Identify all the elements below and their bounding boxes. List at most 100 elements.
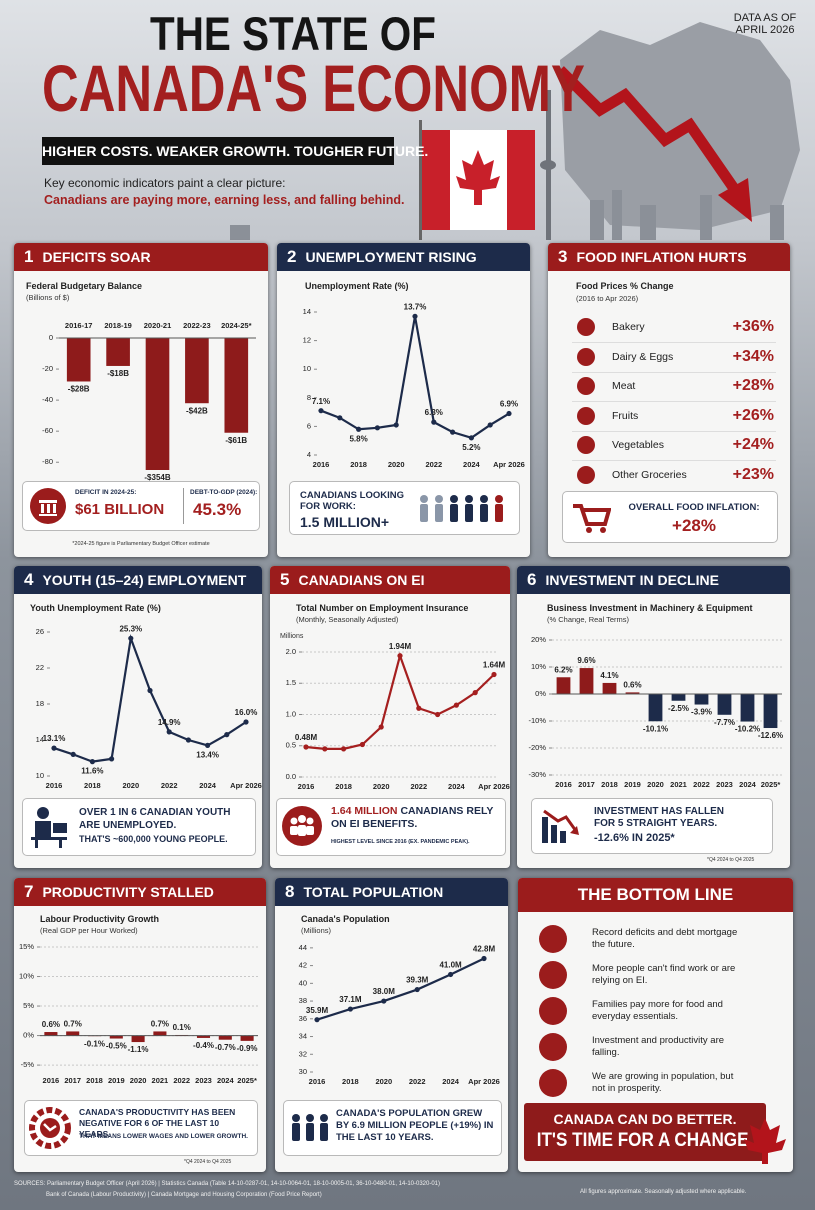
x-tick-label: 2016 <box>555 780 572 789</box>
item-change: +36% <box>732 318 774 335</box>
point <box>147 687 153 694</box>
panel-number: 4 <box>24 570 34 589</box>
bar <box>579 668 594 694</box>
y-tick-label: 44 <box>299 943 307 952</box>
icon <box>539 1069 567 1097</box>
point <box>412 313 418 319</box>
sources: Bank of Canada (Labour Productivity) | C… <box>46 1192 322 1198</box>
bar <box>694 694 709 705</box>
sources: SOURCES: Parliamentary Budget Officer (A… <box>14 1181 441 1187</box>
y-tick-label: 34 <box>299 1032 307 1041</box>
stat-highlight: 1.64 MILLION <box>331 805 398 817</box>
y-tick-label: -30% <box>528 770 546 779</box>
y-tick-label: 30 <box>299 1067 307 1076</box>
tagline: HIGHER COSTS. WEAKER GROWTH. TOUGHER FUT… <box>42 137 428 165</box>
y-tick-label: 42 <box>299 961 307 970</box>
value-label: -0.1% <box>84 1039 105 1048</box>
stat-label: OVERALL FOOD INFLATION: <box>628 502 760 513</box>
y-tick-label: 8 <box>307 393 311 402</box>
bar <box>218 1035 232 1040</box>
item-icon <box>539 997 567 1025</box>
x-tick-label: 2018 <box>335 782 352 791</box>
divider <box>572 430 776 432</box>
stat-box: OVER 1 IN 6 CANADIAN YOUTH ARE UNEMPLOYE… <box>22 798 256 856</box>
date: APRIL 2026 <box>735 24 795 36</box>
x-tick-label: 2017 <box>64 1076 81 1085</box>
bar <box>763 694 778 729</box>
chart-subtitle: (Real GDP per Hour Worked) <box>40 926 138 935</box>
y-tick-label: 5% <box>23 1001 34 1010</box>
value-label: -10.1% <box>643 724 668 733</box>
title-line-2: CANADA'S ECONOMY <box>42 51 585 125</box>
stat-box: INVESTMENT HAS FALLEN FOR 5 STRAIGHT YEA… <box>531 798 773 854</box>
x-tick-label: 2024-25* <box>221 321 252 330</box>
bar <box>625 692 640 694</box>
y-tick-label: 26 <box>36 627 44 636</box>
panel-title: TOTAL POPULATION <box>303 884 444 900</box>
chart-subtitle: (Billions of $) <box>26 293 70 302</box>
list-title: Food Prices % Change <box>576 281 674 291</box>
y-tick-label: 4 <box>307 450 311 459</box>
value-label: -0.4% <box>193 1041 214 1050</box>
item-change: +28% <box>732 377 774 394</box>
x-tick-label: 2024 <box>739 780 757 789</box>
point <box>314 1017 320 1023</box>
point <box>450 429 456 435</box>
item-change: +34% <box>732 347 774 365</box>
point <box>393 422 399 428</box>
item-name: Bakery <box>612 321 645 333</box>
x-tick-label: 2018 <box>601 780 618 789</box>
panel: 6 INVESTMENT IN DECLINE Business Investme… <box>517 566 790 868</box>
y-tick-label: 32 <box>299 1049 307 1058</box>
x-tick-label: 2020 <box>375 1077 392 1086</box>
value-label: 0.1% <box>173 1023 191 1032</box>
bar <box>66 1031 80 1036</box>
y-tick-label: -20 <box>42 364 53 373</box>
point <box>51 745 57 751</box>
stat-highlight: -12.6% IN 2025* <box>594 832 675 844</box>
value-label: 9.6% <box>577 656 595 665</box>
point <box>453 702 459 708</box>
value-label: 16.0% <box>235 708 258 717</box>
panel-header: 2 UNEMPLOYMENT RISING <box>277 243 530 271</box>
x-tick-label: 2016 <box>313 460 330 469</box>
stat-box: OVERALL FOOD INFLATION: +28% <box>562 491 778 543</box>
value-label: 0.6% <box>42 1020 60 1029</box>
x-tick-label: 2018 <box>342 1077 359 1086</box>
chart-title: Youth Unemployment Rate (%) <box>30 603 161 613</box>
panel: 8 TOTAL POPULATION Canada's Population (M… <box>275 878 508 1172</box>
bottom-line-item: We are growing in population, but not in… <box>592 1071 734 1094</box>
y-tick-label: 40 <box>299 978 307 987</box>
call-to-action-banner: CANADA CAN DO BETTER. IT'S TIME FOR A CH… <box>524 1103 766 1161</box>
x-tick-label: Apr 2026 <box>478 782 510 791</box>
stat-message: CANADA'S PRODUCTIVITY HAS BEEN NEGATIVE … <box>79 1107 236 1139</box>
bar <box>556 677 571 694</box>
item-icon <box>577 377 595 395</box>
value-label: -$61B <box>225 436 247 445</box>
skyline <box>230 190 784 240</box>
value-label: -0.9% <box>237 1044 258 1053</box>
value-label: -1.1% <box>128 1045 149 1054</box>
y-tick-label: 14 <box>303 307 311 316</box>
stat-detail: HIGHEST LEVEL SINCE 2016 (EX. PANDEMIC P… <box>331 839 470 845</box>
value-label: -$42B <box>186 406 208 415</box>
stat-label: DEBT-TO-GDP (2024): <box>190 489 258 496</box>
icon <box>539 925 567 953</box>
point <box>303 744 309 750</box>
call-to-action: CANADA CAN DO BETTER. <box>553 1111 737 1127</box>
stat-box: CANADA'S POPULATION GREW BY 6.9 MILLION … <box>283 1100 502 1156</box>
item-icon <box>577 436 595 454</box>
icon-people <box>420 495 503 522</box>
divider <box>572 460 776 461</box>
panel-number: 6 <box>527 570 537 589</box>
x-tick-label: 2020 <box>388 460 405 469</box>
icon <box>577 377 595 395</box>
x-tick-label: 2022 <box>693 780 710 789</box>
point <box>356 426 362 432</box>
x-tick-label: 2019 <box>624 780 641 789</box>
list-subtitle: (2016 to Apr 2026) <box>576 294 639 303</box>
value-label: 13.1% <box>43 734 66 743</box>
chart-title: Federal Budgetary Balance <box>26 281 143 291</box>
decline-arrow <box>556 66 740 194</box>
